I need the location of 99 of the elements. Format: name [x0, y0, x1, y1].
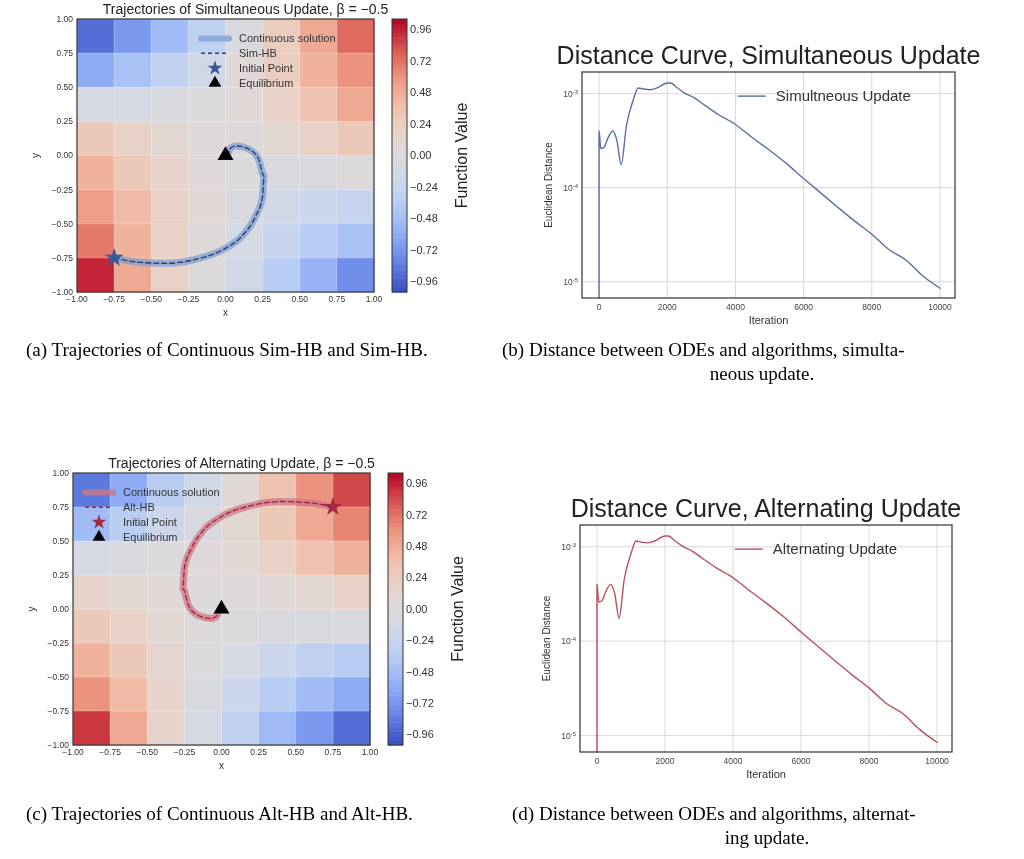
- y-axis-title: y: [26, 606, 37, 612]
- x-tick-label: 0.00: [213, 747, 231, 757]
- legend-label: Alternating Update: [772, 540, 898, 558]
- color-bar-label: −0.96: [410, 275, 438, 288]
- y-tick-label: 0.75: [56, 48, 74, 59]
- y-tick-label: 10$^{-4}$: [563, 182, 579, 193]
- color-bar-label: −0.48: [406, 665, 434, 678]
- color-bar-label: −0.72: [406, 697, 434, 709]
- y-tick-label: 0.25: [52, 569, 70, 580]
- x-tick-label: 0: [596, 302, 602, 312]
- legend-label: Sim-HB: [238, 47, 277, 60]
- x-tick-label: −0.25: [173, 747, 196, 757]
- x-axis-title: x: [223, 307, 228, 318]
- color-bar-label: −0.24: [406, 634, 434, 647]
- legend-label: Initial Point: [123, 515, 177, 528]
- y-tick-label: 1.00: [52, 467, 70, 478]
- x-tick-label: 0.25: [254, 294, 272, 304]
- color-bar-title: Function Value: [453, 102, 470, 209]
- chart-title: Distance Curve, Simultaneous Update: [556, 41, 981, 69]
- color-bar-label: 0.24: [406, 571, 428, 584]
- y-tick-label: 10$^{-5}$: [563, 276, 579, 287]
- x-tick-label: 0.25: [250, 747, 268, 757]
- color-bar-label: 0.00: [406, 602, 428, 615]
- color-bar-label: −0.24: [410, 180, 438, 193]
- color-bar-label: 0.00: [410, 149, 432, 162]
- color-bar-label: −0.96: [406, 728, 434, 741]
- x-tick-label: 0.50: [291, 294, 309, 304]
- x-tick-label: −0.25: [177, 294, 200, 304]
- x-tick-label: 10000: [928, 302, 953, 312]
- y-tick-label: 0.50: [52, 535, 70, 546]
- x-tick-label: −0.75: [103, 294, 126, 304]
- y-tick-label: −1.00: [47, 739, 70, 750]
- y-tick-label: 10$^{-4}$: [561, 636, 577, 647]
- x-axis-title: Iteration: [746, 768, 786, 780]
- y-axis-title: Euclidean Distance: [541, 595, 552, 682]
- y-tick-label: 10$^{-3}$: [563, 88, 579, 99]
- x-tick-label: 0.00: [217, 294, 235, 304]
- x-tick-label: 6000: [794, 302, 814, 312]
- color-bar-label: 0.96: [410, 23, 432, 36]
- color-bar-label: 0.24: [410, 117, 432, 130]
- y-tick-label: −0.50: [47, 671, 70, 682]
- y-tick-label: 0.25: [56, 116, 74, 127]
- legend-label: Equilibrium: [238, 76, 294, 89]
- y-tick-label: 0.00: [52, 603, 70, 614]
- y-tick-label: −0.25: [51, 184, 74, 195]
- x-tick-label: 1.00: [365, 294, 383, 304]
- y-tick-label: 0.75: [52, 501, 70, 512]
- x-tick-label: 1.00: [361, 747, 379, 757]
- color-bar-label: 0.48: [410, 86, 432, 99]
- y-axis-title: Euclidean Distance: [543, 141, 554, 228]
- y-tick-label: −0.50: [51, 218, 74, 229]
- legend-label: Simultneous Update: [775, 87, 911, 105]
- color-bar-title: Function Value: [449, 556, 466, 662]
- x-tick-label: 10000: [925, 756, 950, 766]
- chart-title: Distance Curve, Alternating Update: [570, 494, 962, 522]
- color-bar-label: −0.48: [410, 212, 438, 225]
- legend-label: Continuous solution: [238, 32, 336, 45]
- x-tick-label: 0: [594, 756, 600, 766]
- y-tick-label: 10$^{-3}$: [561, 541, 577, 552]
- y-axis-title: y: [30, 153, 41, 158]
- color-bar-label: 0.72: [406, 508, 428, 521]
- chart-title: Trajectories of Alternating Update, β = −0.5: [108, 455, 376, 471]
- legend-label: Initial Point: [238, 61, 293, 74]
- x-tick-label: 8000: [859, 756, 879, 766]
- color-bar-label: 0.72: [410, 54, 432, 67]
- x-tick-label: −0.50: [140, 294, 163, 304]
- x-tick-label: 6000: [791, 756, 811, 766]
- x-tick-label: 0.75: [324, 747, 342, 757]
- legend-label: Continuous solution: [123, 486, 220, 499]
- color-bar-label: 0.96: [406, 477, 428, 490]
- x-tick-label: −0.50: [136, 747, 159, 757]
- x-tick-label: 2000: [657, 302, 677, 312]
- y-tick-label: 10$^{-5}$: [561, 730, 577, 741]
- y-tick-label: −0.75: [51, 252, 74, 263]
- text: (d) Distance between ODEs and algorithms, alternat- ing update.: [512, 803, 916, 848]
- x-tick-label: 0.75: [328, 294, 346, 304]
- y-tick-label: 0.50: [56, 82, 74, 93]
- legend-label: Alt-HB: [123, 501, 155, 514]
- color-bar-label: −0.72: [410, 243, 438, 256]
- y-tick-label: −1.00: [51, 286, 74, 297]
- x-tick-label: −1.00: [66, 294, 89, 304]
- chart-title: Trajectories of Simultaneous Update, β = −0.5: [102, 1, 389, 17]
- text: (b) Distance between ODEs and algorithms, simulta- neous update.: [502, 339, 905, 384]
- y-tick-label: −0.75: [47, 705, 70, 716]
- x-tick-label: 0.50: [287, 747, 305, 757]
- x-tick-label: −0.75: [99, 747, 122, 757]
- y-tick-label: 1.00: [56, 13, 74, 24]
- text: (c) Trajectories of Continuous Alt-HB and Alt-HB.: [26, 803, 413, 825]
- x-axis-title: Iteration: [748, 314, 789, 326]
- y-tick-label: −0.25: [47, 637, 70, 648]
- text: (a) Trajectories of Continuous Sim-HB and Sim-HB.: [26, 339, 428, 361]
- x-tick-label: 4000: [725, 302, 746, 312]
- x-tick-label: 2000: [655, 756, 675, 766]
- x-tick-label: 8000: [862, 302, 882, 312]
- y-tick-label: 0.00: [56, 150, 74, 161]
- x-tick-label: 4000: [723, 756, 743, 766]
- legend-label: Equilibrium: [123, 530, 178, 543]
- x-axis-title: x: [219, 760, 224, 771]
- color-bar-label: 0.48: [406, 540, 428, 553]
